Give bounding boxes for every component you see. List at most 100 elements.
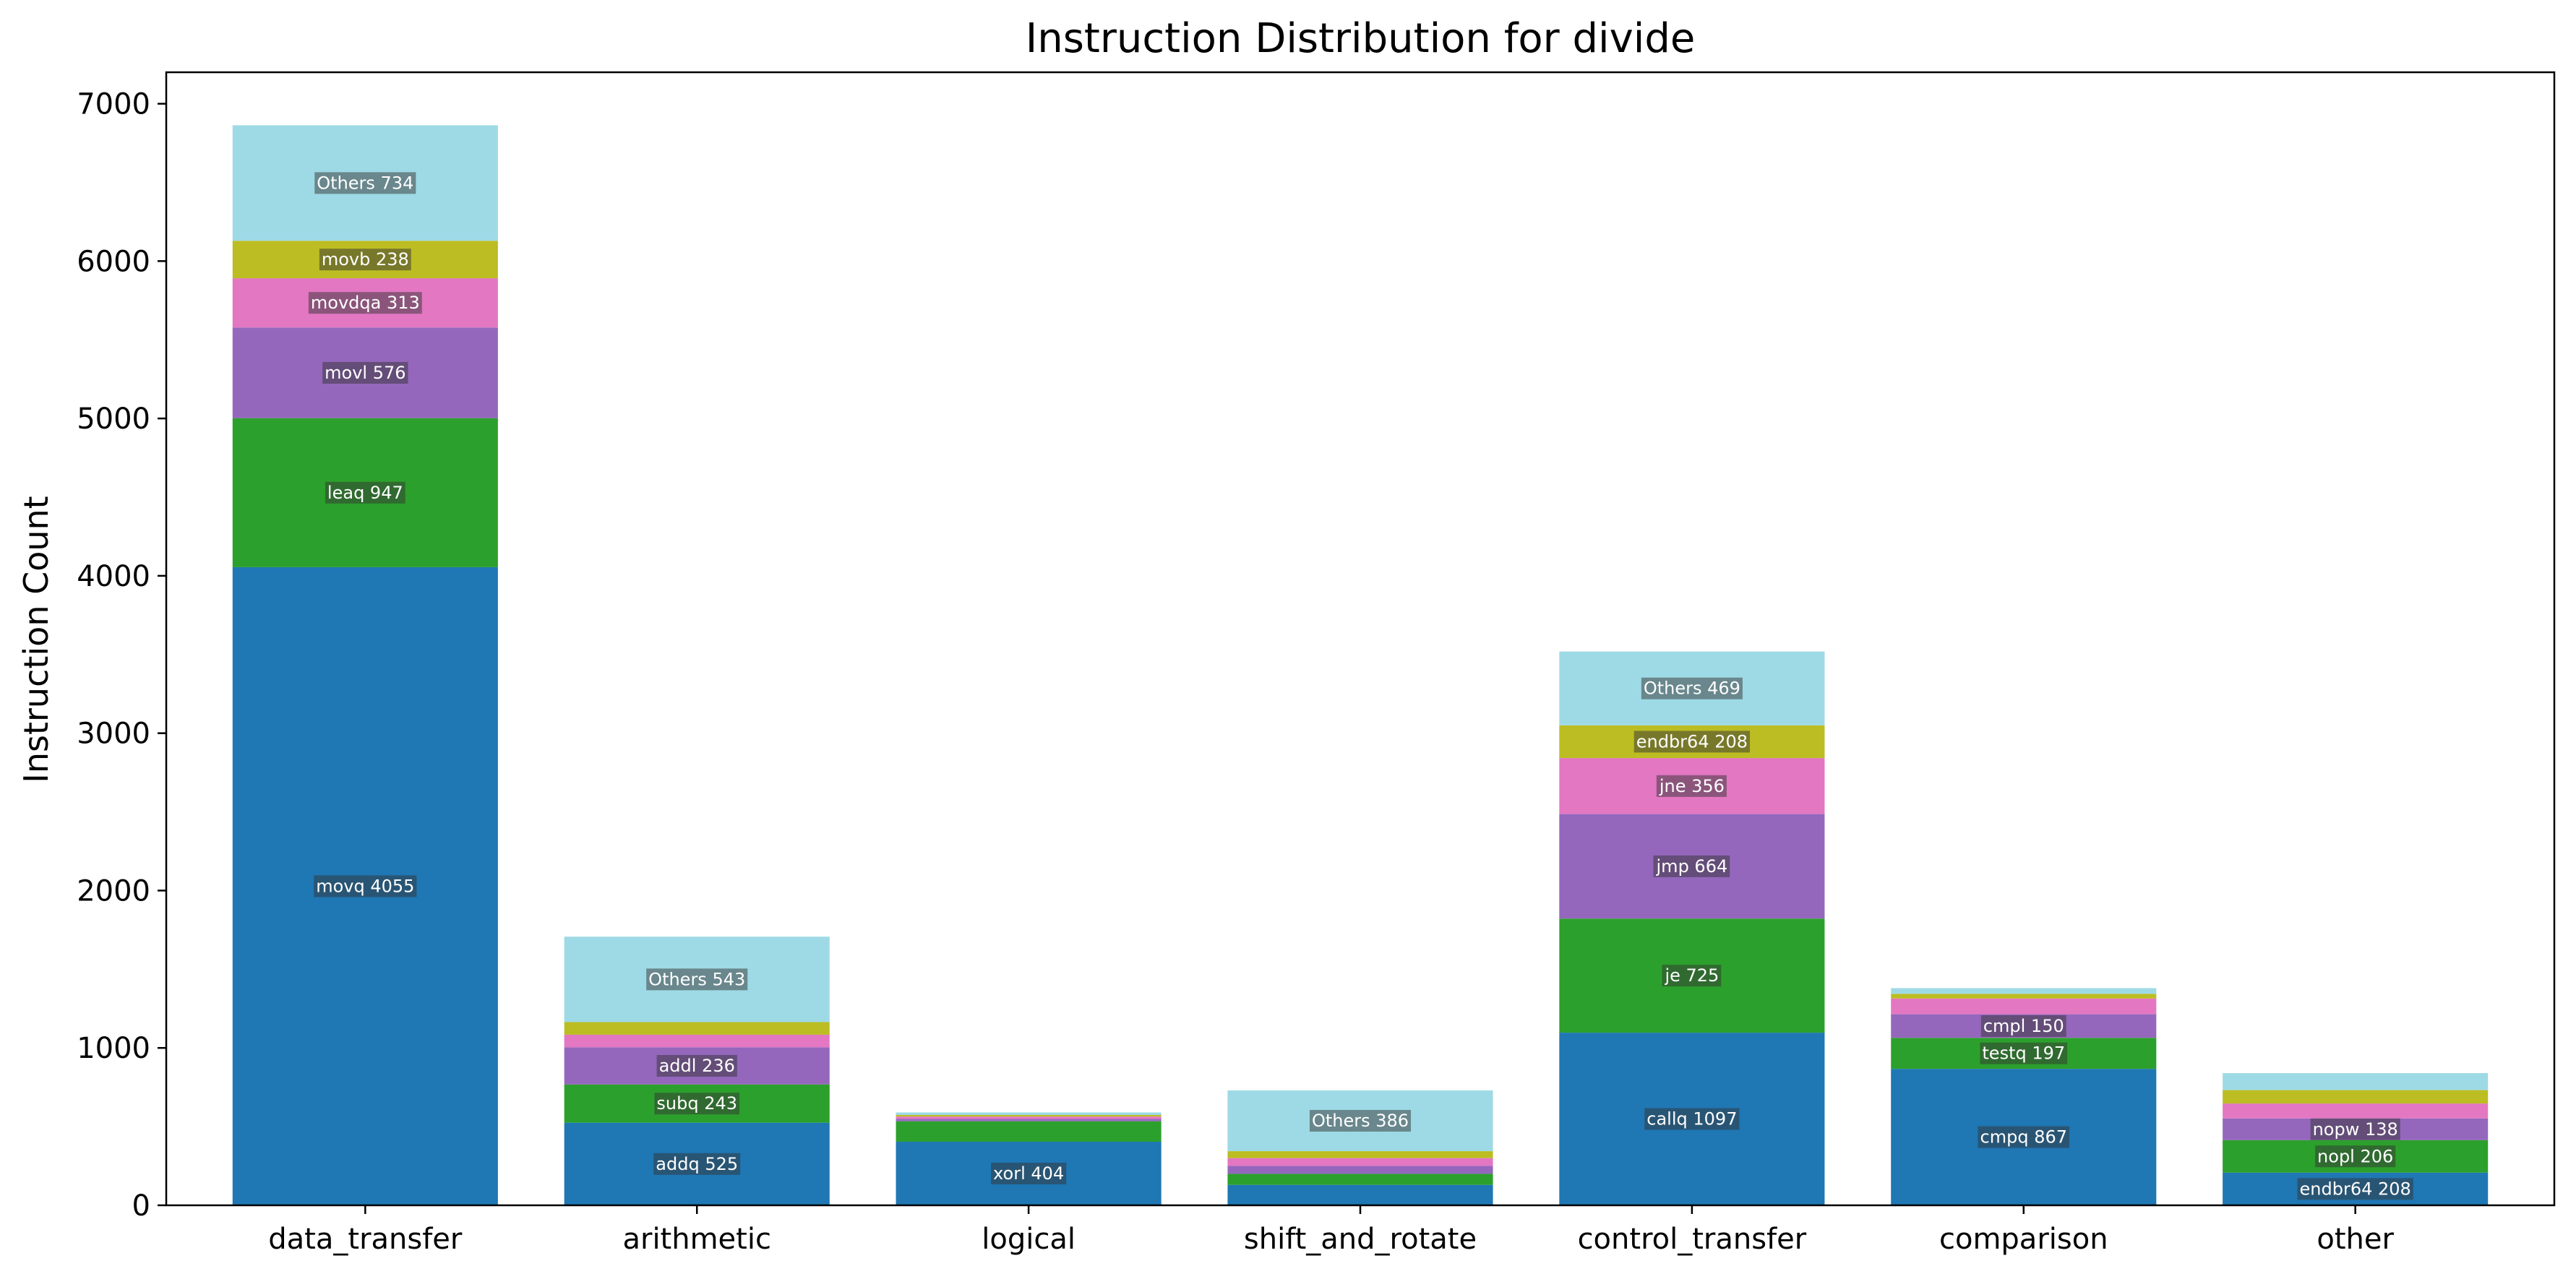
segment-label-background — [646, 968, 748, 991]
y-tick-label: 0 — [132, 1189, 150, 1223]
segment-label-background — [1309, 1110, 1412, 1132]
segment-label-background — [1980, 1042, 2068, 1064]
segment-label-background — [1662, 965, 1722, 987]
bar-segment — [896, 1115, 1162, 1117]
segment-value-label: jne 356 — [1659, 776, 1725, 796]
segment-label-background — [654, 1093, 740, 1115]
segment-value-label: je 725 — [1664, 965, 1719, 986]
bar-segment — [2223, 1090, 2489, 1104]
segment-label-background — [2310, 1118, 2400, 1140]
bar-segment — [2223, 1103, 2489, 1119]
y-tick-label: 3000 — [77, 718, 150, 751]
segment-label-background — [1978, 1126, 2070, 1148]
y-tick-label: 6000 — [77, 245, 150, 278]
bar-segment — [896, 1121, 1162, 1142]
segment-label: movb 238 — [319, 249, 411, 271]
x-tick-label: data_transfer — [268, 1223, 463, 1256]
segment-value-label: testq 197 — [1982, 1043, 2065, 1064]
bar-segment — [1227, 1184, 1493, 1205]
segment-label: Others 543 — [646, 968, 748, 991]
segment-value-label: movq 4055 — [316, 876, 414, 896]
bar-segment — [564, 1034, 830, 1048]
segment-value-label: jmp 664 — [1656, 856, 1728, 877]
x-tick-label: shift_and_rotate — [1244, 1223, 1477, 1256]
segment-value-label: Others 386 — [1312, 1111, 1409, 1131]
segment-label-background — [1656, 775, 1727, 797]
bar-segment — [896, 1116, 1162, 1119]
segment-label: endbr64 208 — [2297, 1178, 2413, 1200]
segment-value-label: nopw 138 — [2313, 1119, 2398, 1140]
y-tick-label: 2000 — [77, 874, 150, 908]
y-tick-label: 7000 — [77, 88, 150, 121]
y-tick-label: 5000 — [77, 402, 150, 436]
x-tick-label: logical — [982, 1223, 1076, 1256]
segment-value-label: movdqa 313 — [311, 293, 420, 313]
segment-value-label: endbr64 208 — [2300, 1179, 2411, 1199]
bar-segment — [1891, 994, 2157, 999]
segment-label-background — [2315, 1145, 2396, 1168]
segment-value-label: callq 1097 — [1647, 1109, 1737, 1129]
segment-label: endbr64 208 — [1633, 731, 1751, 753]
x-tick-label: other — [2317, 1223, 2394, 1256]
bar-stack-data_transfer — [232, 125, 498, 1205]
segment-label: movdqa 313 — [308, 292, 422, 314]
segment-label: movl 576 — [322, 361, 408, 384]
x-tick-label: arithmetic — [622, 1223, 770, 1256]
segment-value-label: Others 543 — [648, 969, 745, 989]
segment-value-label: addq 525 — [656, 1154, 738, 1174]
segment-label: Others 469 — [1641, 677, 1743, 699]
segment-value-label: Others 734 — [317, 173, 413, 193]
bar-stack-arithmetic — [564, 936, 830, 1205]
segment-label: addq 525 — [653, 1153, 741, 1175]
x-tick-label: control_transfer — [1578, 1223, 1807, 1256]
y-tick-label: 1000 — [77, 1032, 150, 1065]
segment-label: cmpl 150 — [1980, 1015, 2066, 1037]
bar-stack-logical — [896, 1112, 1162, 1205]
segment-label: Others 734 — [314, 172, 416, 194]
segment-label-background — [322, 361, 408, 384]
segment-value-label: nopl 206 — [2317, 1146, 2393, 1166]
bar-segment — [1227, 1174, 1493, 1185]
bar-segment — [896, 1112, 1162, 1115]
bar-segment — [2223, 1073, 2489, 1090]
segment-label-background — [314, 875, 417, 897]
y-axis-title: Instruction Count — [17, 496, 56, 783]
bar-segment — [1227, 1166, 1493, 1174]
bar-segment — [1891, 988, 2157, 994]
segment-label: jmp 664 — [1653, 855, 1730, 877]
segment-value-label: endbr64 208 — [1636, 731, 1748, 752]
segment-label-background — [325, 481, 405, 504]
segment-value-label: movb 238 — [322, 249, 409, 270]
segment-label-background — [1980, 1015, 2066, 1037]
segment-label-background — [2297, 1178, 2413, 1200]
segment-label: xorl 404 — [991, 1163, 1067, 1185]
segment-label: je 725 — [1662, 965, 1722, 987]
segment-value-label: Others 469 — [1644, 679, 1740, 699]
segment-label-background — [1653, 855, 1730, 877]
segment-label: nopl 206 — [2315, 1145, 2396, 1168]
segment-label-background — [1633, 731, 1751, 753]
segment-label: leaq 947 — [325, 481, 405, 504]
segment-label: callq 1097 — [1644, 1108, 1740, 1130]
chart-title: Instruction Distribution for divide — [1026, 15, 1696, 62]
segment-label: subq 243 — [654, 1093, 740, 1115]
y-tick-label: 4000 — [77, 560, 150, 593]
bar-segment — [1227, 1158, 1493, 1166]
bar-segment — [1891, 998, 2157, 1015]
segment-label-background — [319, 249, 411, 271]
segment-value-label: leaq 947 — [327, 483, 403, 503]
segment-value-label: addl 236 — [659, 1056, 735, 1076]
segment-value-label: movl 576 — [325, 363, 405, 383]
x-tick-label: comparison — [1939, 1223, 2108, 1256]
segment-label-background — [1644, 1108, 1740, 1130]
segment-value-label: xorl 404 — [993, 1163, 1064, 1184]
segment-label-background — [653, 1153, 741, 1175]
segment-label: movq 4055 — [314, 875, 417, 897]
segment-value-label: subq 243 — [656, 1093, 737, 1114]
segment-value-label: cmpl 150 — [1983, 1016, 2064, 1036]
bar-segment — [564, 1022, 830, 1035]
segment-label: Others 386 — [1309, 1110, 1412, 1132]
segment-label-background — [991, 1163, 1067, 1185]
